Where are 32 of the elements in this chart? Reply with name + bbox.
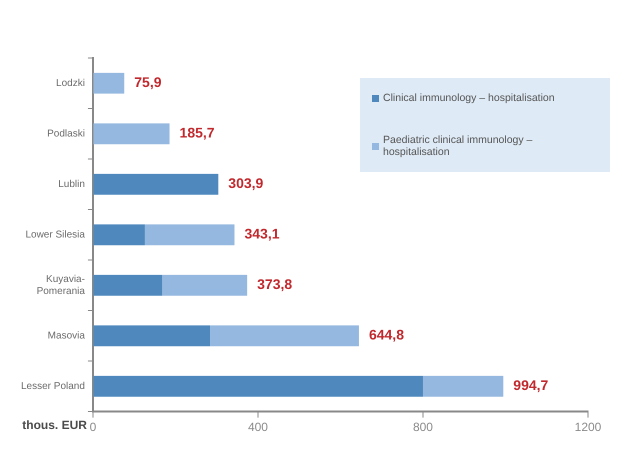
y-tick-label: Masovia — [48, 330, 86, 342]
bar — [93, 72, 124, 94]
y-tick-label: Lodzki — [56, 78, 85, 90]
bar — [93, 274, 162, 296]
x-axis-title: thous. EUR — [22, 418, 88, 432]
y-tick-label: Lublin — [58, 179, 85, 190]
legend-label: Clinical immunology – hospitalisation — [383, 92, 555, 104]
bar — [93, 224, 145, 246]
y-tick-label: Lesser Poland — [20, 381, 85, 392]
bar — [93, 376, 423, 397]
x-tick-label: 0 — [90, 420, 97, 434]
total-label: 343,1 — [244, 226, 280, 242]
bar — [210, 325, 359, 346]
bar — [93, 123, 170, 144]
legend-label: Paediatric clinical immunology – hospitalisation — [383, 134, 534, 158]
total-label: 644,8 — [368, 326, 404, 343]
x-tick-label: 400 — [248, 420, 268, 434]
total-label: 303,9 — [228, 175, 264, 192]
y-tick-label: Podlaski — [47, 128, 85, 140]
x-tick-label: 1200 — [574, 420, 602, 434]
total-label: 185,7 — [180, 124, 215, 141]
y-tick-label: Lower Silesia — [25, 230, 86, 241]
bar — [422, 376, 504, 397]
x-tick-label: 800 — [412, 420, 434, 434]
total-label: 75,9 — [134, 74, 162, 90]
bar — [93, 325, 210, 346]
total-label: 994,7 — [513, 377, 549, 394]
bar — [93, 174, 218, 195]
bar — [144, 224, 234, 246]
bar — [162, 274, 248, 296]
y-tick-label: Kuyavia-Pomerania — [36, 274, 86, 298]
total-label: 373,8 — [257, 276, 292, 292]
